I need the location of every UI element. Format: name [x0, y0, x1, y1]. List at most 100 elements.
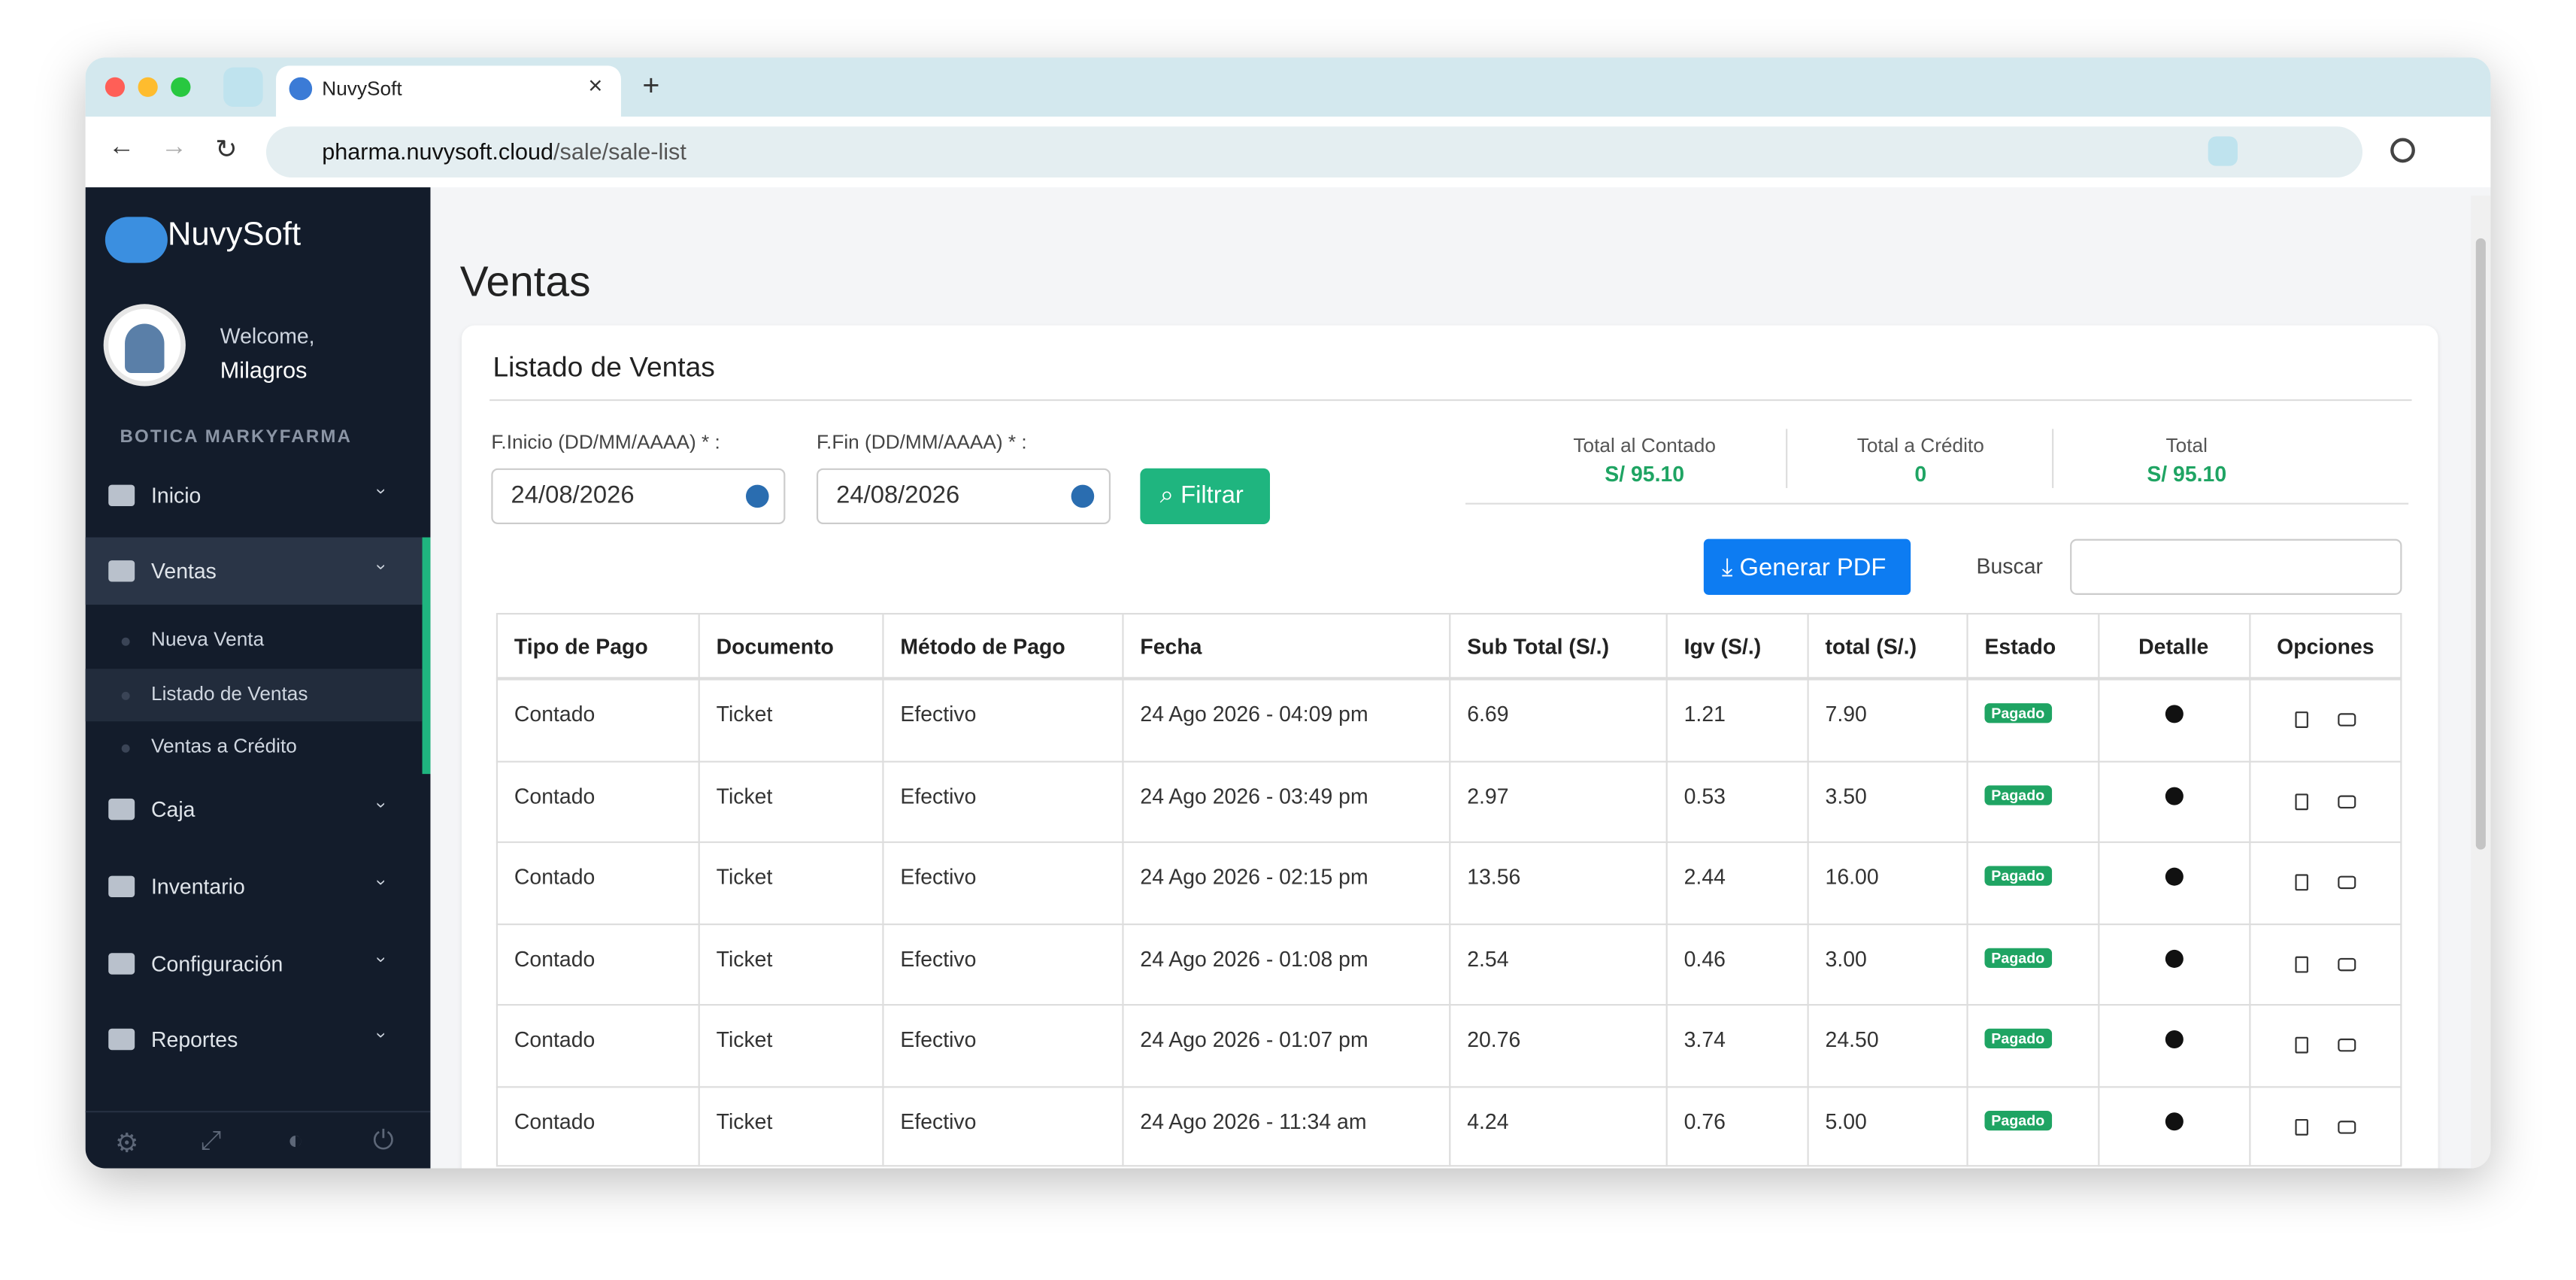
print-icon[interactable] [2338, 957, 2356, 971]
detail-icon[interactable] [2165, 1112, 2184, 1130]
cell: 1.21 [1683, 701, 1726, 726]
install-icon[interactable] [2208, 136, 2238, 166]
cell: 0.46 [1683, 945, 1726, 971]
delete-icon[interactable] [2295, 874, 2308, 891]
search-input[interactable] [2070, 538, 2402, 595]
status-badge: Pagado [1984, 866, 2052, 886]
cell: Contado [514, 701, 596, 726]
total-separator [2052, 429, 2054, 488]
sidebar-footer-line [85, 1111, 431, 1113]
min-dot[interactable] [138, 77, 158, 97]
menu-chevron[interactable]: › [371, 1032, 391, 1039]
card-title: Listado de Ventas [492, 351, 715, 384]
menu-chevron[interactable]: › [371, 563, 391, 570]
print-icon[interactable] [2338, 1120, 2356, 1133]
delete-icon[interactable] [2295, 1036, 2308, 1054]
date-input[interactable] [491, 468, 786, 525]
cell: Efectivo [900, 945, 977, 971]
cell: Contado [514, 1027, 596, 1052]
cell: Efectivo [900, 783, 977, 808]
fullscreen-icon[interactable]: ⤢ [200, 1127, 222, 1156]
cell: Contado [514, 1108, 596, 1133]
cell: 6.69 [1467, 701, 1509, 726]
menu-item[interactable]: Configuración [151, 951, 283, 976]
cell: Efectivo [900, 1027, 977, 1052]
menu-item[interactable]: Reportes [151, 1027, 238, 1052]
tab-icon [289, 77, 313, 101]
cell: Ticket [716, 945, 773, 971]
delete-icon[interactable] [2295, 955, 2308, 972]
column-line [1807, 613, 1809, 1167]
address-bar[interactable] [265, 126, 2363, 177]
status-badge: Pagado [1984, 784, 2052, 805]
settings-icon[interactable]: ⚙ [114, 1130, 139, 1159]
print-icon[interactable] [2338, 1038, 2356, 1052]
detail-icon[interactable] [2165, 948, 2184, 967]
brand: NuvySoft [167, 217, 302, 253]
menu-chevron[interactable]: › [371, 957, 391, 963]
reload[interactable]: ↻ [215, 136, 238, 165]
column-line [1122, 613, 1124, 1167]
cell: Contado [514, 783, 596, 808]
column-line [1966, 613, 1968, 1167]
menu-icon [108, 484, 135, 506]
submenu-item[interactable]: Listado de Ventas [151, 681, 308, 705]
cell: 3.00 [1825, 945, 1867, 971]
menu-chevron[interactable]: › [371, 879, 391, 886]
tab-title: NuvySoft [322, 77, 402, 101]
close-dot[interactable] [105, 77, 126, 97]
profile-icon[interactable] [2390, 138, 2415, 163]
menu-item[interactable]: Caja [151, 796, 195, 822]
filter-button[interactable] [1140, 468, 1271, 525]
menu-item[interactable]: Inicio [151, 483, 202, 508]
pdf-button[interactable] [1703, 538, 1911, 595]
scroll-thumb[interactable] [2475, 238, 2486, 850]
menu-item[interactable]: Inventario [151, 874, 245, 899]
menu-item[interactable]: Ventas [151, 558, 217, 584]
cell: 2.54 [1467, 945, 1509, 971]
cell: 24 Ago 2026 - 11:34 am [1140, 1108, 1367, 1133]
delete-icon[interactable] [2295, 1118, 2308, 1135]
detail-icon[interactable] [2165, 705, 2184, 723]
power-icon[interactable]: ⏻ [372, 1127, 394, 1156]
menu-active-border [422, 537, 431, 775]
forward[interactable]: → [161, 132, 188, 162]
print-icon[interactable] [2338, 875, 2356, 890]
clear-icon[interactable] [745, 484, 769, 508]
submenu-dot [121, 690, 130, 699]
browser-window: NuvySoft × + ← → ↻ pharma.nuvysoft.cloud… [85, 57, 2491, 1169]
delete-icon[interactable] [2295, 793, 2308, 810]
cell: Contado [514, 945, 596, 971]
totals-divider [1465, 502, 2409, 505]
print-icon[interactable] [2338, 794, 2356, 808]
filter-label: F.Inicio (DD/MM/AAAA) * : [491, 430, 720, 454]
column-line [882, 613, 884, 1167]
delete-icon[interactable] [2295, 711, 2308, 728]
url: pharma.nuvysoft.cloud/sale/sale-list [322, 138, 686, 165]
max-dot[interactable] [171, 77, 191, 97]
submenu-item[interactable]: Ventas a Crédito [151, 734, 297, 758]
cell: 24 Ago 2026 - 01:08 pm [1140, 945, 1368, 971]
logo [105, 217, 168, 263]
tab-close[interactable]: × [588, 72, 603, 101]
menu-chevron[interactable]: › [371, 802, 391, 808]
detail-icon[interactable] [2165, 1030, 2184, 1049]
cell: Ticket [716, 864, 773, 890]
active-tab[interactable] [276, 65, 621, 117]
column-line [698, 613, 700, 1167]
welcome: Welcome, [220, 323, 315, 349]
new-tab[interactable]: + [642, 68, 660, 102]
date-input[interactable] [816, 468, 1111, 525]
tab-menu[interactable] [223, 67, 263, 108]
cell: 20.76 [1467, 1027, 1521, 1052]
menu-chevron[interactable]: › [371, 488, 391, 495]
detail-icon[interactable] [2165, 786, 2184, 805]
clear-icon[interactable] [1071, 484, 1095, 508]
cell: 0.53 [1683, 783, 1726, 808]
back[interactable]: ← [108, 132, 135, 162]
hide-icon[interactable]: ◐ [287, 1127, 304, 1156]
submenu-item[interactable]: Nueva Venta [151, 627, 265, 651]
detail-icon[interactable] [2165, 867, 2184, 886]
print-icon[interactable] [2338, 713, 2356, 726]
user-name: Milagros [220, 356, 308, 384]
